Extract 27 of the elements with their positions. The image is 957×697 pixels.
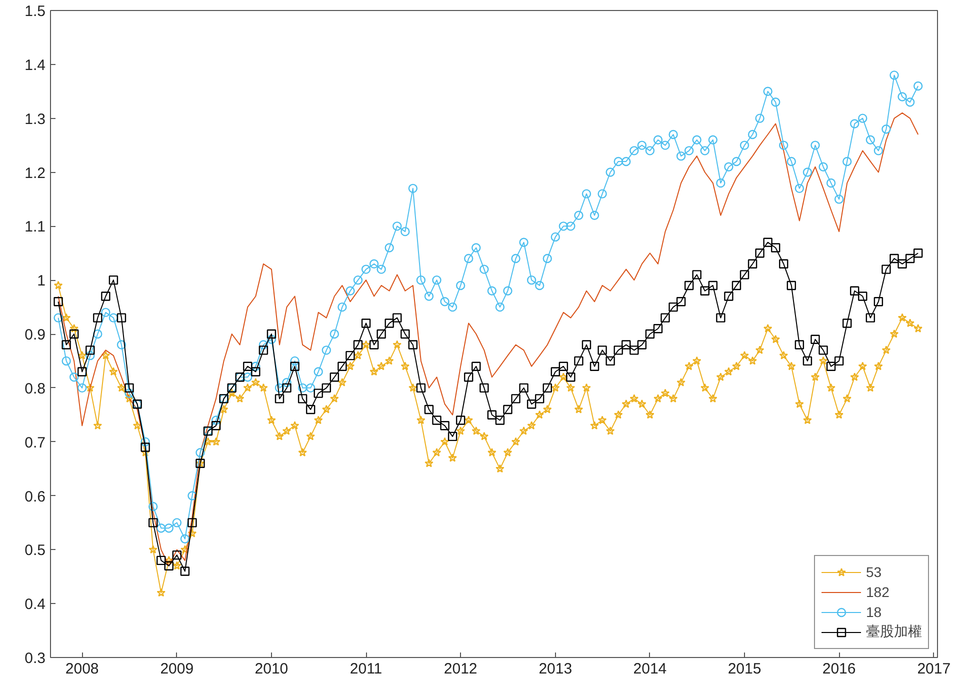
legend-label: 18 <box>866 604 883 620</box>
y-tick-label: 0.3 <box>24 650 46 667</box>
y-tick-label: 0.8 <box>24 380 46 398</box>
x-tick-label: 2009 <box>160 660 194 678</box>
x-tick-label: 2011 <box>350 660 382 678</box>
y-tick-label: 0.7 <box>24 434 46 452</box>
y-tick-label: 1.3 <box>24 110 46 128</box>
y-tick-label: 1.5 <box>24 3 46 20</box>
x-tick-label: 2012 <box>444 660 478 678</box>
legend-label: 53 <box>866 564 883 580</box>
legend-label: 臺股加權 <box>866 623 922 641</box>
x-tick-label: 2015 <box>728 660 762 678</box>
y-tick-label: 0.9 <box>24 326 46 344</box>
y-tick-label: 1 <box>37 272 46 290</box>
x-tick-label: 2014 <box>633 660 667 678</box>
legend-label: 182 <box>866 584 890 600</box>
y-tick-label: 1.1 <box>24 218 46 236</box>
x-tick-label: 2017 <box>917 660 951 678</box>
y-tick-label: 0.5 <box>24 542 46 560</box>
y-tick-label: 1.2 <box>24 164 46 182</box>
x-tick-label: 2010 <box>254 660 288 678</box>
y-tick-label: 0.4 <box>24 596 46 614</box>
y-tick-label: 1.4 <box>24 56 46 74</box>
x-tick-label: 2016 <box>822 660 856 678</box>
x-tick-label: 2008 <box>65 660 99 678</box>
x-tick-label: 2013 <box>538 660 572 678</box>
y-tick-label: 0.6 <box>24 488 46 506</box>
